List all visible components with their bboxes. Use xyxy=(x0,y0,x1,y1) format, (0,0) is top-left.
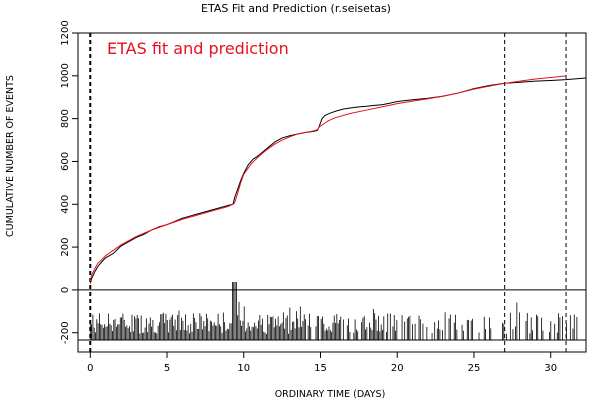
y-tick-label-7: 1200 xyxy=(60,20,71,45)
y-tick-label-5: 800 xyxy=(60,109,71,128)
x-tick-label-6: 30 xyxy=(544,363,557,374)
y-tick-label-4: 600 xyxy=(60,152,71,171)
event-spikes xyxy=(89,282,578,340)
plot-frame xyxy=(77,32,587,353)
y-tick-label-3: 400 xyxy=(60,195,71,214)
annotation-label: ETAS fit and prediction xyxy=(107,39,289,58)
y-tick-label-2: 200 xyxy=(60,238,71,257)
x-tick-label-5: 25 xyxy=(468,363,481,374)
x-tick-label-2: 10 xyxy=(237,363,250,374)
model-series-line xyxy=(89,75,567,282)
chart-title: ETAS Fit and Prediction (r.seisetas) xyxy=(201,2,391,15)
x-tick-label-0: 0 xyxy=(87,363,93,374)
y-axis-label: CUMULATIVE NUMBER OF EVENTS xyxy=(5,75,16,237)
y-tick-label-1: 0 xyxy=(60,287,71,293)
x-tick-label-1: 5 xyxy=(164,363,170,374)
x-axis-label: ORDINARY TIME (DAYS) xyxy=(275,389,386,400)
y-tick-label-0: -200 xyxy=(60,321,71,344)
x-tick-label-4: 20 xyxy=(391,363,404,374)
observed-series-line xyxy=(89,77,587,284)
plot-area: 0 5 10 15 20 25 30 -200 0 200 400 600 800 1000 1200 xyxy=(60,20,587,374)
y-tick-label-6: 1000 xyxy=(60,63,71,88)
x-tick-label-3: 15 xyxy=(314,363,327,374)
